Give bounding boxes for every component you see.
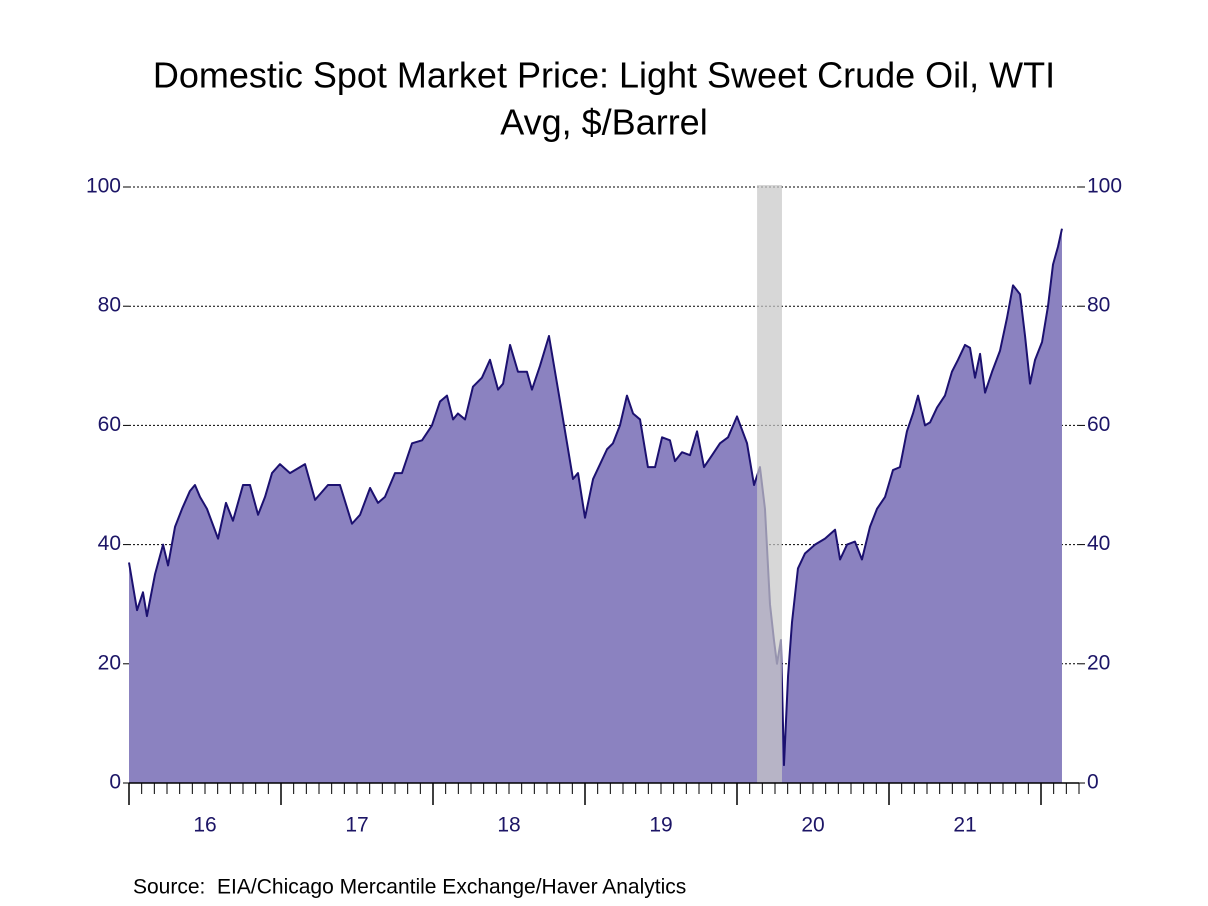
x-tick-label: 17	[345, 814, 368, 837]
x-tick-label: 19	[649, 814, 672, 837]
area	[129, 228, 1062, 784]
y-tick-label: 60	[98, 413, 121, 436]
x-tick-label: 21	[953, 814, 976, 837]
y-tick-label: 100	[86, 175, 121, 198]
y-tick-label: 80	[98, 294, 121, 317]
y2-tick-label: 0	[1087, 771, 1099, 794]
x-tick-label: 20	[801, 814, 824, 837]
y-tick-label: 20	[98, 651, 121, 674]
recession-band	[757, 185, 782, 783]
y2-tick-label: 80	[1087, 294, 1110, 317]
source-note: Source: EIA/Chicago Mercantile Exchange/…	[133, 876, 686, 899]
y2-tick-label: 60	[1087, 413, 1110, 436]
chart-title: Domestic Spot Market Price: Light Sweet …	[153, 55, 1055, 96]
y2-tick-label: 40	[1087, 532, 1110, 555]
line	[128, 228, 1063, 767]
y2-tick-label: 20	[1087, 651, 1110, 674]
y-tick-label: 40	[98, 532, 121, 555]
x-tick-label: 16	[193, 814, 216, 837]
chart-subtitle: Avg, $/Barrel	[500, 102, 707, 143]
y2-tick-label: 100	[1087, 175, 1122, 198]
x-tick-label: 18	[497, 814, 520, 837]
y-tick-label: 0	[109, 771, 121, 794]
